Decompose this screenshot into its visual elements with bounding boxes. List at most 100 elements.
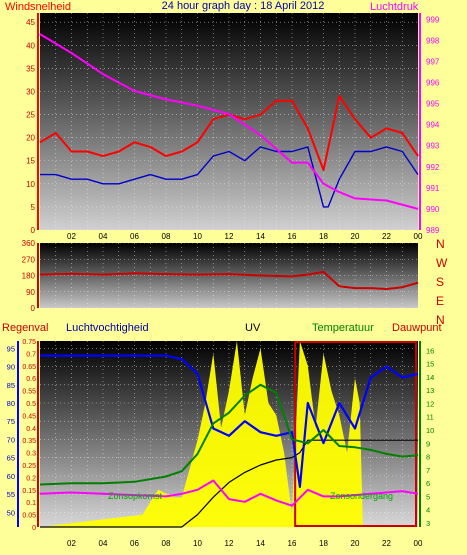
- x-tick-label: 18: [319, 232, 328, 241]
- pressure-tick-label: 997: [426, 57, 440, 66]
- bottom-x-axis: 02 04 06 08 10 12 14 16 18 20 22 00: [67, 539, 423, 548]
- rain-tick-label: 0.45: [22, 413, 36, 420]
- humidity-tick-label: 80: [7, 399, 15, 408]
- compass-letter: E: [436, 294, 444, 308]
- x-tick-label: 16: [288, 232, 297, 241]
- humidity-legend-label: Luchtvochtigheid: [66, 322, 149, 334]
- temperature-legend-label: Temperatuur: [312, 322, 374, 334]
- rain-tick-label: 0: [32, 525, 36, 532]
- rain-tick-label: 0.6: [26, 376, 36, 383]
- humidity-tick-label: 65: [7, 454, 15, 463]
- temperature-tick-label: 5: [426, 492, 430, 501]
- wind-panel: Windsnelheid Luchtdruk 0 5 10 15 20 25 30 35 40 4…: [5, 1, 440, 241]
- rain-legend-label: Regenval: [2, 322, 48, 334]
- pressure-tick-label: 989: [426, 226, 440, 235]
- dewpoint-legend-label: Dauwpunt: [392, 322, 442, 334]
- pressure-tick-label: 994: [426, 121, 440, 130]
- pressure-right-axis: 989 990 991 992 993 994 995 996 997 998 999: [419, 13, 440, 235]
- temperature-tick-label: 14: [426, 373, 434, 382]
- pressure-tick-label: 990: [426, 205, 440, 214]
- temperature-tick-label: 10: [426, 426, 434, 435]
- humidity-tick-label: 75: [7, 417, 15, 426]
- wind-left-axis: 0 5 10 15 20 25 30 35 40 45: [26, 13, 39, 235]
- temperature-tick-label: 12: [426, 399, 434, 408]
- x-tick-label: 06: [130, 232, 139, 241]
- pressure-tick-label: 993: [426, 142, 440, 151]
- x-tick-label: 00: [414, 232, 423, 241]
- x-tick-label: 20: [351, 539, 360, 548]
- x-tick-label: 02: [67, 539, 76, 548]
- humidity-tick-label: 95: [7, 344, 15, 353]
- compass-letter: S: [436, 275, 444, 289]
- rain-tick-label: 0.4: [26, 426, 36, 433]
- x-tick-label: 22: [382, 539, 391, 548]
- temperature-tick-label: 11: [426, 413, 434, 422]
- temperature-tick-label: 16: [426, 346, 434, 355]
- uv-legend-label: UV: [245, 322, 261, 334]
- wind-tick-label: 15: [26, 157, 35, 166]
- humidity-tick-label: 70: [7, 435, 15, 444]
- compass-letter: N: [436, 313, 445, 327]
- pressure-axis-label: Luchtdruk: [370, 1, 419, 13]
- temperature-tick-label: 13: [426, 386, 434, 395]
- bottom-panel: Regenval Luchtvochtigheid UV Temperatuur…: [2, 322, 442, 548]
- x-tick-label: 00: [414, 539, 423, 548]
- rain-tick-label: 0.15: [22, 488, 36, 495]
- temperature-axis: 3 4 5 6 7 8 9 10 11 12 13 14 15 16: [419, 341, 434, 528]
- wind-x-axis: 02 04 06 08 10 12 14 16 18 20 22 00: [67, 232, 423, 241]
- sunrise-label: Zonsopkomst: [108, 491, 163, 501]
- humidity-line: [40, 354, 419, 488]
- pressure-tick-label: 999: [426, 15, 440, 24]
- temperature-tick-label: 9: [426, 439, 430, 448]
- direction-tick-label: 270: [22, 255, 36, 264]
- wind-tick-label: 35: [26, 64, 35, 73]
- humidity-tick-label: 55: [7, 490, 15, 499]
- rain-tick-label: 0.65: [22, 364, 36, 371]
- humidity-axis: 50 55 60 65 70 75 80 85 90 95: [7, 341, 19, 527]
- direction-tick-label: 360: [22, 239, 36, 248]
- wind-direction-line: [39, 270, 419, 290]
- pressure-tick-label: 992: [426, 163, 440, 172]
- direction-tick-label: 0: [31, 304, 36, 313]
- x-tick-label: 10: [193, 232, 202, 241]
- rain-tick-label: 0.35: [22, 438, 36, 445]
- x-tick-label: 08: [162, 539, 171, 548]
- x-tick-label: 16: [288, 539, 297, 548]
- rain-tick-label: 0.55: [22, 389, 36, 396]
- temperature-tick-label: 8: [426, 453, 430, 462]
- bottom-series: [39, 341, 419, 528]
- temperature-tick-label: 4: [426, 506, 430, 515]
- wind-tick-label: 30: [26, 87, 35, 96]
- rain-tick-label: 0.25: [22, 463, 36, 470]
- x-tick-label: 02: [67, 232, 76, 241]
- rain-tick-label: 0.1: [26, 500, 36, 507]
- rain-tick-label: 0.05: [22, 513, 36, 520]
- wind-tick-label: 10: [26, 180, 35, 189]
- temperature-tick-label: 7: [426, 466, 430, 475]
- pressure-line: [39, 33, 419, 210]
- x-tick-label: 06: [130, 539, 139, 548]
- rain-tick-label: 0.2: [26, 475, 36, 482]
- temperature-tick-label: 3: [426, 519, 430, 528]
- pressure-tick-label: 996: [426, 79, 440, 88]
- humidity-tick-label: 50: [7, 508, 15, 517]
- direction-tick-label: 90: [26, 288, 35, 297]
- wind-tick-label: 25: [26, 111, 35, 120]
- humidity-tick-label: 60: [7, 472, 15, 481]
- compass-letter: N: [436, 237, 445, 251]
- wind-tick-label: 45: [26, 18, 35, 27]
- direction-series: [39, 270, 419, 290]
- x-tick-label: 10: [193, 539, 202, 548]
- rain-tick-label: 0.3: [26, 451, 36, 458]
- rain-axis: 0 0.05 0.1 0.15 0.2 0.25 0.3 0.35 0.4 0.45 0.5 0.55…: [22, 339, 39, 532]
- temperature-line: [39, 383, 419, 486]
- temperature-tick-label: 15: [426, 360, 434, 369]
- pressure-tick-label: 995: [426, 100, 440, 109]
- x-tick-label: 12: [225, 232, 234, 241]
- x-tick-label: 12: [225, 539, 234, 548]
- x-tick-label: 18: [319, 539, 328, 548]
- x-tick-label: 04: [99, 539, 108, 548]
